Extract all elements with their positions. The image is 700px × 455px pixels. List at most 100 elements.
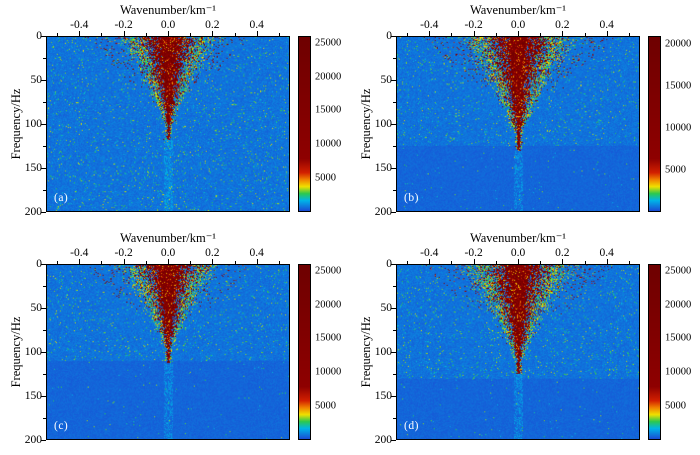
axis-tick-mark bbox=[393, 58, 396, 59]
axis-tick-mark bbox=[41, 212, 46, 213]
axis-tick-mark bbox=[212, 31, 214, 36]
x-tick-label: 0.4 bbox=[599, 19, 614, 31]
x-tick-label: 0.2 bbox=[205, 247, 220, 259]
axis-tick-mark bbox=[451, 33, 453, 36]
y-tick-label: 100 bbox=[374, 346, 392, 358]
colorbar-tick-label: 5000 bbox=[665, 400, 686, 412]
heatmap-plot: (d) bbox=[396, 264, 640, 440]
axis-tick-mark bbox=[391, 212, 396, 213]
colorbar-tick-label: 20000 bbox=[665, 299, 692, 311]
y-tick-label: 100 bbox=[374, 118, 392, 130]
axis-tick-mark bbox=[429, 31, 431, 36]
axis-tick-mark bbox=[518, 31, 519, 36]
x-axis-title: Wavenumber/km⁻¹ bbox=[119, 3, 217, 17]
y-tick-label: 150 bbox=[374, 162, 392, 174]
axis-tick-mark bbox=[79, 259, 81, 264]
axis-tick-mark bbox=[41, 168, 46, 169]
y-tick-label: 50 bbox=[30, 74, 43, 86]
colorbar-tick-label: 15000 bbox=[665, 80, 692, 92]
colorbar bbox=[298, 264, 311, 440]
panel-c: Wavenumber/km⁻¹ Frequency/Hz (c) -0.4 -0.… bbox=[0, 228, 350, 455]
axis-tick-mark bbox=[391, 168, 396, 169]
x-tick-label: 0.0 bbox=[160, 247, 176, 259]
heatmap-plot: (b) bbox=[396, 36, 640, 212]
colorbar bbox=[648, 264, 661, 440]
axis-tick-mark bbox=[190, 261, 192, 264]
axis-tick-mark bbox=[256, 259, 258, 264]
axis-tick-mark bbox=[43, 418, 46, 419]
axis-tick-mark bbox=[628, 261, 630, 264]
axis-tick-mark bbox=[606, 31, 608, 36]
axis-tick-mark bbox=[190, 33, 192, 36]
axis-tick-mark bbox=[43, 374, 46, 375]
axis-tick-mark bbox=[429, 259, 431, 264]
x-tick-label: -0.4 bbox=[70, 19, 89, 31]
x-tick-label: 0.0 bbox=[510, 19, 526, 31]
axis-tick-mark bbox=[41, 80, 46, 81]
axis-tick-mark bbox=[391, 36, 396, 37]
y-tick-label: 150 bbox=[24, 162, 42, 174]
colorbar-tick-label: 15000 bbox=[315, 332, 342, 344]
colorbar-tick-label: 15000 bbox=[315, 104, 342, 116]
axis-tick-mark bbox=[41, 352, 46, 353]
axis-tick-mark bbox=[123, 259, 125, 264]
axis-tick-mark bbox=[391, 440, 396, 441]
axis-tick-mark bbox=[57, 33, 59, 36]
axis-tick-mark bbox=[584, 261, 586, 264]
axis-tick-mark bbox=[393, 190, 396, 191]
axis-tick-mark bbox=[391, 352, 396, 353]
axis-tick-mark bbox=[101, 261, 103, 264]
axis-tick-mark bbox=[123, 31, 125, 36]
axis-tick-mark bbox=[451, 261, 453, 264]
heatmap-canvas bbox=[397, 265, 639, 439]
axis-tick-mark bbox=[41, 124, 46, 125]
colorbar-tick-label: 10000 bbox=[315, 366, 342, 378]
axis-tick-mark bbox=[540, 33, 542, 36]
axis-tick-mark bbox=[43, 286, 46, 287]
x-axis-title: Wavenumber/km⁻¹ bbox=[119, 231, 217, 245]
y-tick-label: 200 bbox=[24, 206, 42, 218]
x-tick-label: -0.4 bbox=[420, 247, 439, 259]
axis-tick-mark bbox=[393, 330, 396, 331]
x-tick-label: -0.2 bbox=[464, 247, 483, 259]
x-tick-label: -0.2 bbox=[114, 247, 133, 259]
axis-tick-mark bbox=[393, 146, 396, 147]
colorbar bbox=[298, 36, 311, 212]
y-tick-label: 50 bbox=[380, 302, 393, 314]
x-tick-label: 0.4 bbox=[249, 19, 264, 31]
panel-d: Wavenumber/km⁻¹ Frequency/Hz (d) -0.4 -0.… bbox=[350, 228, 700, 455]
axis-tick-mark bbox=[145, 261, 147, 264]
x-tick-label: -0.4 bbox=[70, 247, 89, 259]
colorbar-tick-label: 20000 bbox=[315, 71, 342, 83]
axis-tick-mark bbox=[168, 31, 169, 36]
x-tick-label: 0.4 bbox=[249, 247, 264, 259]
axis-tick-mark bbox=[391, 264, 396, 265]
x-axis-title: Wavenumber/km⁻¹ bbox=[469, 3, 567, 17]
x-tick-label: 0.4 bbox=[599, 247, 614, 259]
x-tick-label: -0.2 bbox=[114, 19, 133, 31]
colorbar-tick-label: 5000 bbox=[315, 172, 336, 184]
colorbar-tick-label: 25000 bbox=[315, 265, 342, 277]
colorbar-tick-label: 20000 bbox=[315, 299, 342, 311]
axis-tick-mark bbox=[473, 259, 475, 264]
axis-tick-mark bbox=[43, 330, 46, 331]
axis-tick-mark bbox=[41, 396, 46, 397]
axis-tick-mark bbox=[562, 259, 564, 264]
colorbar-tick-label: 25000 bbox=[665, 265, 692, 277]
axis-tick-mark bbox=[278, 33, 280, 36]
heatmap-plot: (a) bbox=[46, 36, 290, 212]
panel-label: (d) bbox=[404, 420, 419, 432]
y-tick-label: 0 bbox=[386, 258, 392, 270]
y-tick-label: 0 bbox=[36, 30, 42, 42]
axis-tick-mark bbox=[41, 264, 46, 265]
axis-tick-mark bbox=[518, 259, 519, 264]
axis-tick-mark bbox=[234, 261, 236, 264]
axis-tick-mark bbox=[41, 440, 46, 441]
x-tick-label: 0.0 bbox=[160, 19, 176, 31]
axis-tick-mark bbox=[79, 31, 81, 36]
axis-tick-mark bbox=[391, 124, 396, 125]
axis-tick-mark bbox=[473, 31, 475, 36]
axis-tick-mark bbox=[393, 286, 396, 287]
colorbar-tick-label: 25000 bbox=[315, 37, 342, 49]
